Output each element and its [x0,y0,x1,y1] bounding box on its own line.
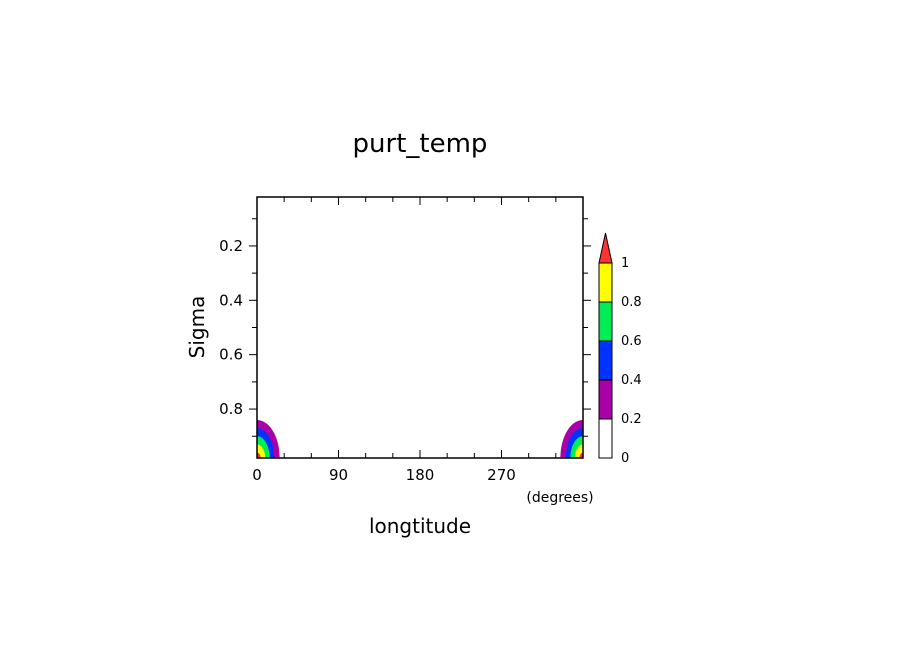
x-axis-label: longtitude [369,514,471,538]
x-tick-label: 90 [329,466,348,484]
contour-band-1-west [257,452,261,458]
chart-title: purt_temp [353,129,488,159]
colorbar-swatch-0.6 [598,301,613,342]
colorbar-tick-label: 0.6 [621,334,642,349]
colorbar-tick-label: 0.4 [621,373,642,388]
plot-area: 0 90 180 270 0.2 0.4 0.6 0.8 [219,196,591,484]
colorbar-swatch-0 [598,418,613,459]
plot-frame [256,196,584,459]
colorbar-tick-label: 0.2 [621,412,642,427]
colorbar-tick-label: 0 [621,451,629,466]
y-axis-ticks: 0.2 0.4 0.6 0.8 [219,218,591,437]
colorbar-tick-label: 0.8 [621,295,642,310]
y-tick-label: 0.4 [219,291,243,309]
y-tick-label: 0.6 [219,346,243,364]
colorbar-swatch-0.8 [598,262,613,303]
x-tick-label: 0 [252,466,262,484]
x-tick-label: 180 [406,466,435,484]
y-axis-label: Sigma [185,296,209,359]
colorbar-swatch-0.4 [598,340,613,381]
contour-fills [257,419,583,458]
colorbar-tick-label: 1 [621,256,629,271]
x-axis-ticks: 0 90 180 270 [252,197,584,484]
x-tick-label: 270 [487,466,516,484]
y-tick-label: 0.2 [219,237,243,255]
contour-band-1-east [579,452,583,458]
y-tick-label: 0.8 [219,400,243,418]
x-axis-unit: (degrees) [526,490,593,506]
colorbar: 0 0.2 0.4 0.6 0.8 1 [598,232,642,466]
colorbar-swatch-0.2 [598,379,613,420]
colorbar-overflow-arrow [598,232,613,264]
